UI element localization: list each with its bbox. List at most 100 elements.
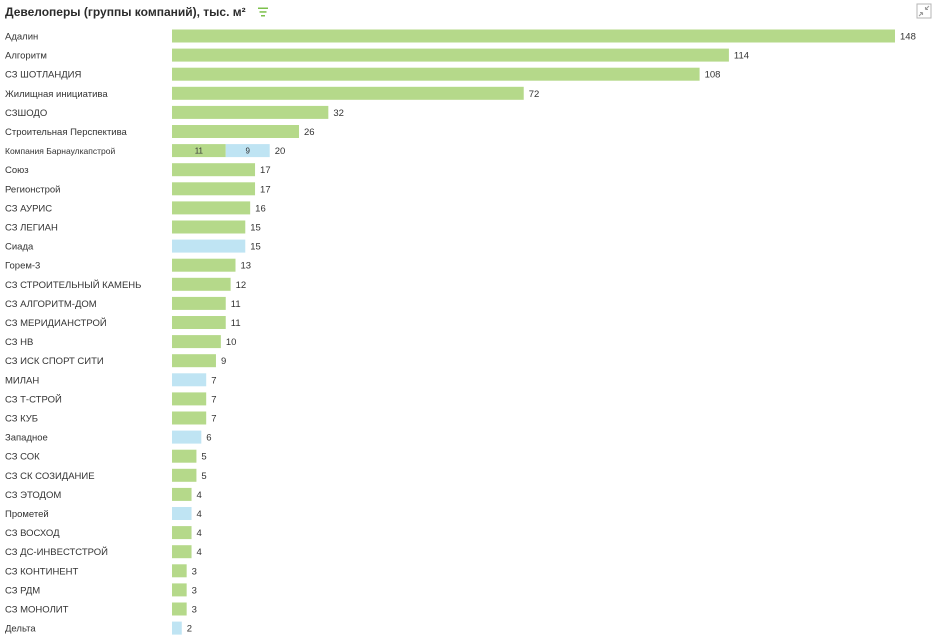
bar-row[interactable]: Регионстрой 17 — [5, 182, 271, 196]
bar-segment[interactable] — [172, 602, 187, 616]
bar-row[interactable]: Строительная Перспектива 26 — [5, 125, 315, 138]
segment-value-label: 9 — [245, 147, 250, 156]
sort-lines-icon[interactable] — [257, 6, 269, 18]
bar-row[interactable]: СЗ КОНТИНЕНТ 3 — [5, 564, 197, 578]
bar-row[interactable]: СЗ КУБ 7 — [5, 411, 216, 425]
bar-segment[interactable] — [172, 163, 256, 177]
bar-segment[interactable] — [172, 487, 192, 501]
bar-segment[interactable] — [172, 86, 524, 100]
bar-segment[interactable] — [172, 220, 246, 234]
value-label: 4 — [197, 509, 202, 520]
bar-row[interactable]: СЗ РДМ 3 — [5, 583, 197, 597]
value-label: 9 — [221, 356, 226, 367]
category-label: СЗ НВ — [5, 337, 33, 348]
chart-header: Девелоперы (группы компаний), тыс. м² — [5, 3, 269, 21]
value-label: 6 — [206, 433, 211, 444]
category-label: СЗ КОНТИНЕНТ — [5, 566, 78, 577]
bar-row[interactable]: Горем-3 13 — [5, 258, 251, 272]
bar-row[interactable]: СЗ МОНОЛИТ 3 — [5, 602, 197, 616]
bar-segment[interactable] — [172, 296, 226, 310]
category-label: Алгоритм — [5, 51, 47, 62]
bar-segment[interactable] — [225, 144, 270, 158]
bar-segment[interactable] — [172, 239, 246, 253]
value-label: 15 — [250, 223, 261, 234]
bar-row[interactable]: СЗ ЛЕГИАН 15 — [5, 220, 261, 234]
bar-row[interactable]: СЗ НВ 10 — [5, 335, 236, 349]
bar-segment[interactable] — [172, 67, 700, 81]
bar-segment[interactable] — [172, 48, 729, 62]
bar-row[interactable]: Западное 6 — [5, 430, 212, 444]
bar-row[interactable]: Сиада 15 — [5, 239, 261, 253]
bar-segment[interactable] — [172, 105, 329, 119]
category-label: СЗ АУРИС — [5, 203, 52, 214]
category-label: СЗ КУБ — [5, 414, 38, 425]
bar-row[interactable]: Союз 17 — [5, 163, 271, 177]
bar-segment[interactable] — [172, 316, 226, 329]
bar-row[interactable]: Дельта 2 — [5, 621, 192, 635]
category-label: СЗ МЕРИДИАНСТРОЙ — [5, 317, 107, 329]
bar-row[interactable]: СЗ ВОСХОД 4 — [5, 526, 202, 540]
bar-segment[interactable] — [172, 507, 192, 520]
bar-row[interactable]: Компания Барнаулкапстрой 11 9 20 — [5, 144, 285, 158]
bar-segment[interactable] — [172, 201, 251, 215]
category-label: СЗ АЛГОРИТМ-ДОМ — [5, 299, 97, 310]
bar-segment[interactable] — [172, 125, 300, 138]
bar-segment[interactable] — [172, 182, 256, 196]
category-label: Строительная Перспектива — [5, 127, 128, 138]
category-label: СЗ Т-СТРОЙ — [5, 393, 62, 405]
bar-row[interactable]: СЗ АЛГОРИТМ-ДОМ 11 — [5, 296, 241, 310]
value-label: 3 — [192, 605, 197, 616]
category-label: Регионстрой — [5, 184, 60, 195]
bar-row[interactable]: СЗ ДС-ИНВЕСТСТРОЙ 4 — [5, 545, 202, 559]
bar-row[interactable]: СЗ СОК 5 — [5, 449, 207, 463]
bar-row[interactable]: СЗШОДО 32 — [5, 105, 344, 119]
bar-segment[interactable] — [172, 430, 202, 444]
bar-row[interactable]: СЗ МЕРИДИАНСТРОЙ 11 — [5, 316, 241, 329]
category-label: Сиада — [5, 242, 34, 253]
bar-segment[interactable] — [172, 583, 187, 597]
value-label: 5 — [201, 452, 206, 463]
bar-row[interactable]: Прометей 4 — [5, 507, 202, 520]
bar-segment[interactable] — [172, 621, 182, 635]
category-label: СЗ СОК — [5, 452, 40, 463]
bar-segment[interactable] — [172, 392, 207, 406]
bar-row[interactable]: МИЛАН 7 — [5, 373, 216, 387]
bar-row[interactable]: СЗ СТРОИТЕЛЬНЫЙ КАМЕНЬ 12 — [5, 277, 246, 291]
value-label: 7 — [211, 394, 216, 405]
segment-value-label: 11 — [195, 147, 204, 156]
value-label: 3 — [192, 566, 197, 577]
bar-row[interactable]: Адалин 148 — [5, 29, 916, 43]
bar-row[interactable]: СЗ АУРИС 16 — [5, 201, 266, 215]
bar-segment[interactable] — [172, 449, 197, 463]
bar-row[interactable]: СЗ ШОТЛАНДИЯ 108 — [5, 67, 720, 81]
bar-segment[interactable] — [172, 468, 197, 482]
bar-segment[interactable] — [172, 545, 192, 559]
value-label: 15 — [250, 242, 261, 253]
bar-row[interactable]: СЗ СК СОЗИДАНИЕ 5 — [5, 468, 207, 482]
bar-row[interactable]: СЗ ИСК СПОРТ СИТИ 9 — [5, 354, 226, 368]
bar-segment[interactable] — [172, 354, 216, 368]
bar-segment[interactable] — [172, 564, 187, 578]
bar-row[interactable]: Алгоритм 114 — [5, 48, 749, 62]
bar-row[interactable]: СЗ ЭТОДОМ 4 — [5, 487, 202, 501]
bar-segment[interactable] — [172, 526, 192, 540]
bar-segment[interactable] — [172, 373, 207, 387]
bar-segment[interactable] — [172, 258, 236, 272]
bar-segment[interactable] — [172, 277, 231, 291]
category-label: Горем-3 — [5, 261, 40, 272]
value-label: 4 — [197, 547, 202, 558]
bar-row[interactable]: Жилищная инициатива 72 — [5, 86, 539, 100]
category-label: СЗ ВОСХОД — [5, 528, 60, 539]
value-label: 26 — [304, 127, 315, 138]
category-label: Западное — [5, 433, 48, 444]
value-label: 17 — [260, 165, 271, 176]
collapse-arrows-icon[interactable] — [916, 3, 932, 19]
bar-segment[interactable] — [172, 335, 221, 349]
bar-segment[interactable] — [172, 144, 226, 158]
bar-segment[interactable] — [172, 411, 207, 425]
category-label: СЗ ИСК СПОРТ СИТИ — [5, 356, 104, 367]
bar-row[interactable]: СЗ Т-СТРОЙ 7 — [5, 392, 216, 406]
value-label: 11 — [231, 299, 241, 310]
category-label: СЗ ЭТОДОМ — [5, 490, 61, 501]
bar-segment[interactable] — [172, 29, 895, 43]
